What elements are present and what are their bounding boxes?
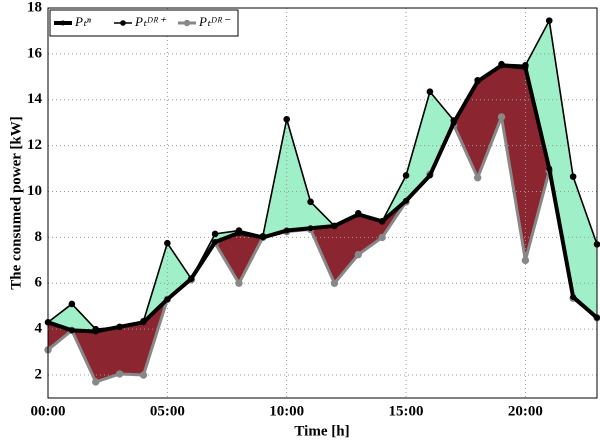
- data-point: [522, 62, 529, 69]
- data-point: [569, 173, 577, 180]
- data-point: [212, 239, 219, 245]
- data-point: [426, 172, 433, 179]
- data-point: [355, 210, 362, 217]
- data-point: [68, 327, 75, 334]
- data-point: [498, 60, 505, 68]
- x-tick-label: 00:00: [31, 403, 66, 419]
- data-point: [164, 239, 171, 247]
- data-point: [307, 225, 314, 232]
- data-point: [497, 113, 506, 121]
- data-point: [545, 17, 553, 24]
- y-tick-label: 4: [35, 321, 43, 337]
- data-point: [521, 256, 530, 265]
- data-point: [450, 117, 458, 124]
- data-point: [115, 370, 124, 378]
- series-line: [47, 115, 598, 384]
- data-point: [473, 174, 482, 182]
- x-tick-label: 10:00: [269, 403, 304, 419]
- data-point: [235, 227, 243, 234]
- data-point: [331, 222, 338, 230]
- data-point: [116, 323, 123, 331]
- y-tick-label: 18: [27, 0, 42, 15]
- series-line: [47, 63, 599, 334]
- legend-label: Pₜᴰᴿ⁻: [198, 14, 231, 29]
- legend-marker: [183, 19, 191, 27]
- y-tick-label: 2: [35, 366, 43, 382]
- data-point: [570, 294, 577, 301]
- data-point: [92, 378, 100, 386]
- x-tick-label: 15:00: [389, 403, 424, 419]
- data-point: [235, 279, 243, 287]
- x-axis-label: Time [h]: [294, 423, 349, 439]
- data-point: [378, 218, 386, 225]
- data-point: [546, 165, 553, 172]
- data-point: [92, 325, 100, 333]
- data-point: [283, 227, 290, 234]
- fill-area-down: [48, 65, 597, 382]
- data-point: [139, 371, 148, 379]
- data-point: [187, 275, 195, 283]
- data-point: [164, 296, 171, 303]
- y-tick-label: 14: [27, 91, 43, 107]
- y-tick-label: 6: [35, 275, 43, 291]
- data-point: [403, 197, 410, 204]
- legend-label: Pₜᴰᴿ⁺: [134, 14, 167, 29]
- data-point: [330, 279, 339, 287]
- data-point: [474, 76, 481, 84]
- y-axis-label: The consumed power [kW]: [8, 116, 24, 289]
- plot-frame: [47, 7, 598, 399]
- legend-box: [49, 9, 239, 37]
- y-tick-label: 8: [35, 229, 43, 245]
- fill-area-up: [48, 20, 597, 332]
- data-point: [354, 250, 363, 259]
- data-point: [211, 230, 219, 238]
- data-point: [68, 300, 76, 308]
- y-tick-label: 16: [27, 45, 43, 61]
- data-point: [378, 233, 386, 242]
- x-tick-label: 20:00: [508, 403, 543, 419]
- x-tick-label: 05:00: [150, 403, 185, 419]
- y-tick-label: 12: [27, 137, 42, 153]
- data-point: [426, 88, 434, 96]
- data-point: [283, 115, 290, 123]
- legend-marker: [60, 20, 66, 26]
- data-point: [307, 198, 314, 206]
- legend-marker: [120, 20, 126, 26]
- data-point: [402, 172, 410, 179]
- data-point: [259, 232, 267, 240]
- data-point: [140, 317, 147, 325]
- legend-label: Pₜⁿ: [74, 14, 92, 29]
- y-tick-label: 10: [27, 183, 42, 199]
- series-line: [47, 19, 598, 330]
